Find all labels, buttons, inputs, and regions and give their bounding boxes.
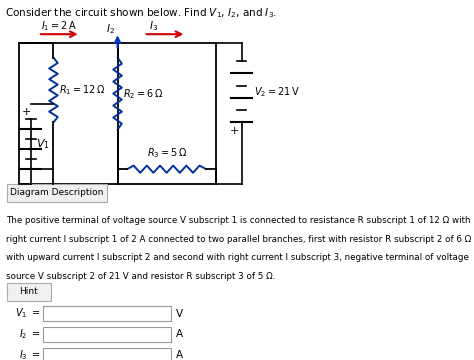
Text: $V_1$ $=$: $V_1$ $=$ xyxy=(15,307,40,320)
Text: $V_2 = 21\,\mathrm{V}$: $V_2 = 21\,\mathrm{V}$ xyxy=(254,85,300,99)
Text: source V subscript 2 of 21 V and resistor R subscript 3 of 5 Ω.: source V subscript 2 of 21 V and resisto… xyxy=(6,272,275,281)
Text: $R_2 = 6\,\Omega$: $R_2 = 6\,\Omega$ xyxy=(123,87,164,100)
Text: V: V xyxy=(176,309,183,319)
Text: $I_3$ $=$: $I_3$ $=$ xyxy=(18,348,40,360)
Text: $V_1$: $V_1$ xyxy=(36,137,50,151)
FancyBboxPatch shape xyxy=(7,283,51,301)
Text: Consider the circuit shown below. Find $V_1$, $I_2$, and $I_3$.: Consider the circuit shown below. Find $… xyxy=(5,6,277,19)
Text: $I_1 = 2\,\mathrm{A}$: $I_1 = 2\,\mathrm{A}$ xyxy=(41,19,77,33)
Text: with upward current I subscript 2 and second with right current I subscript 3, n: with upward current I subscript 2 and se… xyxy=(6,253,469,262)
Text: $R_1 = 12\,\Omega$: $R_1 = 12\,\Omega$ xyxy=(59,83,106,97)
Text: Diagram Description: Diagram Description xyxy=(10,188,103,197)
Text: The positive terminal of voltage source V subscript 1 is connected to resistance: The positive terminal of voltage source … xyxy=(6,216,470,225)
FancyBboxPatch shape xyxy=(7,184,107,202)
Text: Hint: Hint xyxy=(19,287,38,297)
Text: $I_2$: $I_2$ xyxy=(106,22,115,36)
Text: $I_3$: $I_3$ xyxy=(148,19,158,33)
Text: right current I subscript 1 of 2 A connected to two parallel branches, first wit: right current I subscript 1 of 2 A conne… xyxy=(6,235,471,244)
Text: $R_3 = 5\,\Omega$: $R_3 = 5\,\Omega$ xyxy=(146,146,187,160)
Text: A: A xyxy=(176,350,183,360)
Text: +: + xyxy=(230,126,239,136)
Text: +: + xyxy=(21,107,31,117)
Text: $I_2$ $=$: $I_2$ $=$ xyxy=(18,328,40,341)
Text: A: A xyxy=(176,329,183,339)
